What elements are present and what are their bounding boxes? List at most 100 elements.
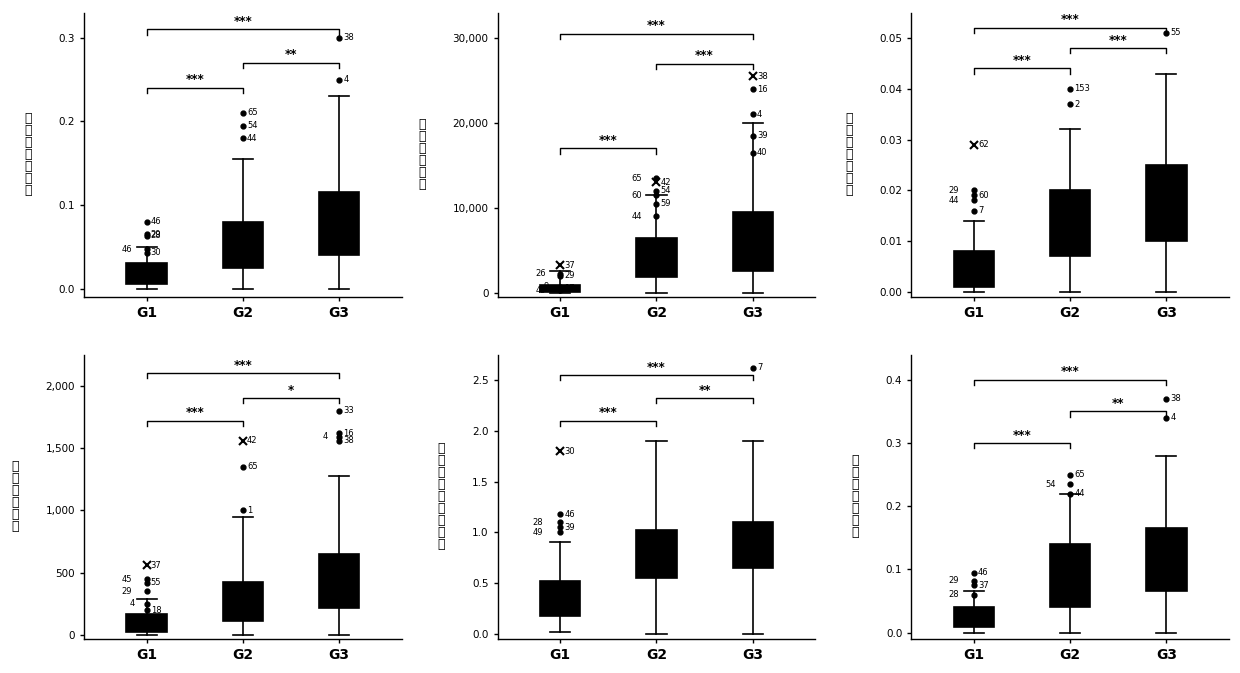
- Text: 60: 60: [978, 191, 988, 200]
- PathPatch shape: [733, 212, 773, 271]
- Text: 4: 4: [130, 600, 135, 608]
- PathPatch shape: [1146, 528, 1187, 592]
- Y-axis label: 离
散
胶
原
面
积
比: 离 散 胶 原 面 积 比: [844, 112, 852, 197]
- Text: 46: 46: [122, 245, 133, 254]
- Text: 17: 17: [564, 284, 575, 293]
- Text: ***: ***: [1013, 54, 1032, 67]
- Text: 28: 28: [949, 590, 960, 599]
- Text: *: *: [288, 384, 294, 397]
- Text: ***: ***: [1109, 34, 1127, 47]
- Text: 65: 65: [631, 174, 642, 182]
- Text: 54: 54: [247, 121, 258, 130]
- Text: 16: 16: [343, 429, 353, 437]
- PathPatch shape: [954, 251, 994, 287]
- Text: 65: 65: [247, 108, 258, 118]
- Text: 60: 60: [631, 190, 642, 200]
- Text: 37: 37: [151, 561, 161, 570]
- PathPatch shape: [954, 607, 994, 627]
- Text: 46: 46: [978, 568, 988, 577]
- Text: 29: 29: [122, 587, 133, 596]
- Text: 54: 54: [661, 186, 671, 195]
- Text: 40: 40: [756, 148, 768, 157]
- Text: 39: 39: [756, 131, 768, 140]
- PathPatch shape: [319, 554, 360, 608]
- Text: 44: 44: [631, 212, 642, 221]
- Text: ***: ***: [185, 406, 205, 419]
- Text: 38: 38: [343, 33, 355, 42]
- Text: **: **: [1112, 397, 1125, 410]
- PathPatch shape: [541, 581, 580, 616]
- Text: 33: 33: [343, 406, 355, 415]
- PathPatch shape: [733, 522, 773, 568]
- PathPatch shape: [1050, 544, 1090, 607]
- Text: 44: 44: [247, 133, 258, 143]
- Text: 29: 29: [949, 576, 960, 586]
- Text: 65: 65: [1074, 470, 1085, 479]
- Text: 44: 44: [1074, 489, 1085, 498]
- Text: ***: ***: [599, 134, 618, 147]
- Text: ***: ***: [185, 73, 205, 87]
- Text: 59: 59: [661, 199, 671, 208]
- Y-axis label: 全
部
胶
原
面
积
比: 全 部 胶 原 面 积 比: [852, 454, 859, 539]
- Text: 29: 29: [949, 186, 960, 194]
- Text: 46: 46: [564, 509, 575, 518]
- PathPatch shape: [541, 285, 580, 292]
- PathPatch shape: [223, 581, 263, 621]
- Y-axis label: 聚
集
胶
原
面
积
比: 聚 集 胶 原 面 积 比: [25, 112, 32, 197]
- Text: 26: 26: [536, 269, 546, 279]
- Text: 38: 38: [1171, 394, 1182, 403]
- Text: 28: 28: [532, 518, 543, 527]
- PathPatch shape: [636, 530, 677, 578]
- Text: **: **: [698, 384, 711, 397]
- Text: 44: 44: [949, 196, 960, 205]
- PathPatch shape: [126, 263, 167, 285]
- Y-axis label: 离
散
胶
原
桥
接
点
密
度: 离 散 胶 原 桥 接 点 密 度: [438, 442, 445, 551]
- PathPatch shape: [223, 221, 263, 268]
- PathPatch shape: [319, 192, 360, 255]
- Text: 55: 55: [151, 578, 161, 588]
- Text: 4: 4: [756, 110, 763, 119]
- PathPatch shape: [636, 238, 677, 277]
- Text: ***: ***: [599, 406, 618, 419]
- Text: 7: 7: [756, 363, 763, 372]
- Text: 42: 42: [247, 436, 258, 445]
- Text: 153: 153: [1074, 84, 1090, 94]
- Text: ***: ***: [647, 361, 666, 374]
- Text: 46: 46: [151, 217, 161, 226]
- Text: 4: 4: [322, 433, 327, 441]
- Text: 49: 49: [532, 528, 543, 537]
- Text: 28: 28: [151, 232, 161, 240]
- Text: 4: 4: [1171, 413, 1176, 422]
- Text: ***: ***: [696, 49, 714, 62]
- Text: 18: 18: [151, 606, 161, 614]
- Text: 30: 30: [151, 248, 161, 257]
- Text: ***: ***: [1013, 429, 1032, 441]
- PathPatch shape: [1146, 165, 1187, 241]
- Text: **: **: [285, 48, 298, 61]
- Text: 55: 55: [1171, 28, 1180, 38]
- Text: ***: ***: [1060, 13, 1080, 26]
- PathPatch shape: [126, 614, 167, 632]
- Text: ***: ***: [233, 15, 252, 28]
- Text: ***: ***: [233, 359, 252, 372]
- Text: 16: 16: [756, 85, 768, 94]
- Text: ***: ***: [647, 20, 666, 32]
- Text: 39: 39: [564, 523, 575, 532]
- Text: 62: 62: [978, 140, 988, 149]
- Text: 54: 54: [1045, 480, 1055, 489]
- Text: ***: ***: [1060, 365, 1080, 378]
- Text: 9: 9: [543, 282, 549, 291]
- Y-axis label: 离
散
胶
原
数
量: 离 散 胶 原 数 量: [11, 460, 19, 533]
- Y-axis label: 聚
集
胶
原
数
量: 聚 集 胶 原 数 量: [418, 118, 425, 191]
- Text: 65: 65: [247, 462, 258, 471]
- Text: 45: 45: [536, 285, 546, 295]
- Text: 45: 45: [122, 575, 133, 583]
- Text: 2: 2: [1074, 100, 1080, 108]
- Text: 4: 4: [343, 75, 348, 84]
- Text: 29: 29: [151, 229, 161, 239]
- Text: 42: 42: [661, 178, 671, 187]
- Text: 29: 29: [564, 271, 575, 280]
- Text: 30: 30: [564, 447, 575, 456]
- Text: 38: 38: [756, 72, 768, 81]
- PathPatch shape: [1050, 190, 1090, 256]
